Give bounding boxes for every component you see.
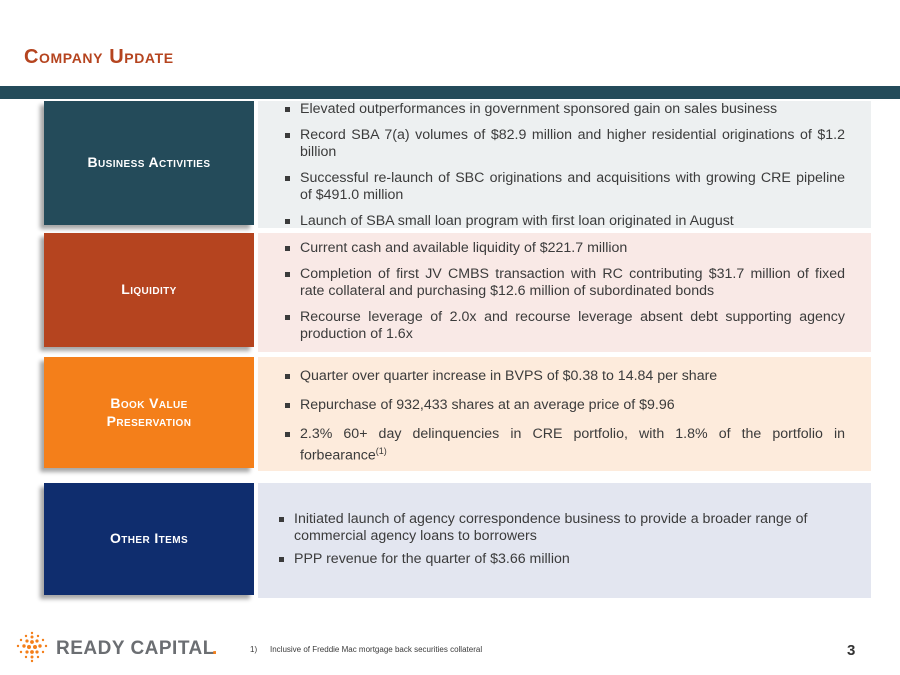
ready-capital-logo: READY CAPITAL . — [12, 628, 222, 668]
footnote-marker: (1) — [375, 446, 387, 456]
bullet-square-icon — [285, 403, 290, 408]
list-item: Recourse leverage of 2.0x and recourse l… — [282, 309, 845, 343]
list-item: Repurchase of 932,433 shares at an avera… — [282, 397, 845, 414]
footnote: 1) Inclusive of Freddie Mac mortgage back… — [250, 645, 482, 654]
bullet-square-icon — [285, 133, 290, 138]
page-number: 3 — [847, 642, 856, 659]
list-item: Initiated launch of agency correspondenc… — [276, 511, 835, 545]
page-title: Company Update — [24, 46, 174, 68]
title-bar — [0, 86, 900, 99]
liquidity-content: Current cash and available liquidity of … — [258, 233, 871, 352]
business-activities-label: Business Activities — [44, 101, 254, 225]
bullet-square-icon — [285, 432, 290, 437]
logo-dot: . — [212, 638, 217, 659]
bullet-square-icon — [285, 219, 290, 224]
footnote-number: 1) — [250, 645, 258, 654]
bullet-square-icon — [279, 557, 284, 562]
book-value-preservation-label: Book Value Preservation — [44, 357, 254, 468]
list-item: Elevated outperformances in government s… — [282, 101, 845, 118]
business-activities-bullets: Elevated outperformances in government s… — [282, 101, 845, 230]
other-items-content: Initiated launch of agency correspondenc… — [258, 483, 871, 598]
book-value-title-line1: Book Value — [110, 395, 188, 411]
list-item: Launch of SBA small loan program with fi… — [282, 213, 845, 230]
other-items-bullets: Initiated launch of agency correspondenc… — [276, 511, 835, 568]
other-items-title: Other Items — [109, 530, 189, 547]
liquidity-bullets: Current cash and available liquidity of … — [282, 240, 845, 343]
liquidity-title: Liquidity — [121, 281, 177, 298]
logo-text: READY CAPITAL — [56, 638, 215, 659]
bullet-square-icon — [285, 272, 290, 277]
business-activities-content: Elevated outperformances in government s… — [258, 101, 871, 230]
bullet-square-icon — [285, 176, 290, 181]
other-items-label: Other Items — [44, 483, 254, 595]
bullet-square-icon — [279, 517, 284, 522]
bullet-square-icon — [285, 315, 290, 320]
footnote-text: Inclusive of Freddie Mac mortgage back s… — [270, 645, 483, 654]
book-value-title-line2: Preservation — [106, 412, 192, 429]
list-item: Record SBA 7(a) volumes of $82.9 million… — [282, 127, 845, 161]
list-item: 2.3% 60+ day delinquencies in CRE portfo… — [282, 426, 845, 465]
ready-capital-logo-mark: READY CAPITAL . — [16, 631, 217, 663]
list-item: Current cash and available liquidity of … — [282, 240, 845, 257]
business-activities-title: Business Activities — [87, 154, 211, 171]
list-item: Successful re-launch of SBC originations… — [282, 170, 845, 204]
bullet-square-icon — [285, 246, 290, 251]
liquidity-label: Liquidity — [44, 233, 254, 347]
list-item: PPP revenue for the quarter of $3.66 mil… — [276, 551, 835, 568]
bullet-square-icon — [285, 107, 290, 112]
list-item: Completion of first JV CMBS transaction … — [282, 266, 845, 300]
list-item: Quarter over quarter increase in BVPS of… — [282, 368, 845, 385]
book-value-bullets: Quarter over quarter increase in BVPS of… — [282, 368, 845, 465]
bullet-square-icon — [285, 374, 290, 379]
book-value-preservation-content: Quarter over quarter increase in BVPS of… — [258, 357, 871, 471]
